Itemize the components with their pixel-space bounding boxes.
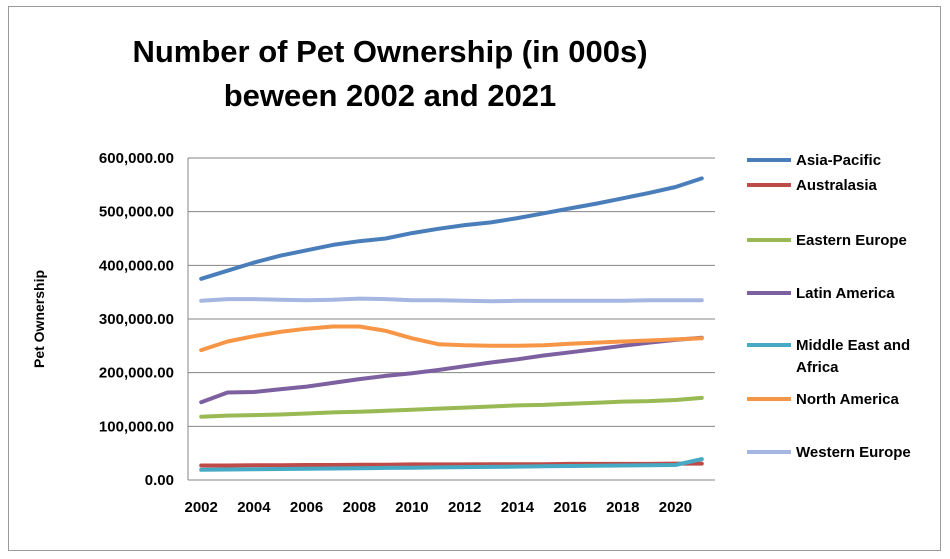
y-tick-label: 300,000.00 — [99, 311, 174, 328]
series-line-eastern-europe — [199, 395, 704, 419]
y-tick-label: 600,000.00 — [99, 150, 174, 167]
x-tick-label: 2020 — [659, 499, 692, 516]
series-line-latin-america — [199, 335, 704, 405]
chart-title-line1: Number of Pet Ownership (in 000s) — [132, 34, 648, 69]
y-tick-label: 500,000.00 — [99, 204, 174, 221]
series-line-asia-pacific — [199, 176, 704, 281]
x-tick-label: 2002 — [184, 499, 217, 516]
chart-frame — [8, 6, 941, 551]
y-tick-label: 0.00 — [145, 472, 174, 489]
x-tick-label: 2012 — [448, 499, 481, 516]
x-tick-label: 2008 — [343, 499, 376, 516]
y-tick-label: 400,000.00 — [99, 257, 174, 274]
y-tick-label: 100,000.00 — [99, 418, 174, 435]
series-line-north-america — [199, 324, 704, 353]
series-line-western-europe — [199, 296, 704, 304]
legend-label-australasia: Australasia — [796, 177, 878, 194]
legend-label-latin-america: Latin America — [796, 285, 895, 302]
x-tick-label: 2014 — [501, 499, 535, 516]
chart-title-line2: beween 2002 and 2021 — [223, 78, 557, 113]
series-line-middle-east-and-africa — [199, 457, 704, 472]
x-tick-label: 2018 — [606, 499, 639, 516]
legend-label-north-america: North America — [796, 391, 899, 408]
legend-label-western-europe: Western Europe — [796, 444, 911, 461]
legend-label-middle-east-and-africa: Middle East and Africa — [796, 337, 910, 376]
chart-title: Number of Pet Ownership (in 000s) beween… — [130, 30, 650, 118]
y-tick-label: 200,000.00 — [99, 365, 174, 382]
x-tick-label: 2016 — [553, 499, 586, 516]
legend-label-asia-pacific: Asia-Pacific — [796, 152, 881, 169]
legend-label-eastern-europe: Eastern Europe — [796, 232, 907, 249]
y-axis-label: Pet Ownership — [31, 270, 47, 368]
x-tick-label: 2010 — [395, 499, 428, 516]
x-tick-label: 2006 — [290, 499, 323, 516]
x-tick-label: 2004 — [237, 499, 271, 516]
